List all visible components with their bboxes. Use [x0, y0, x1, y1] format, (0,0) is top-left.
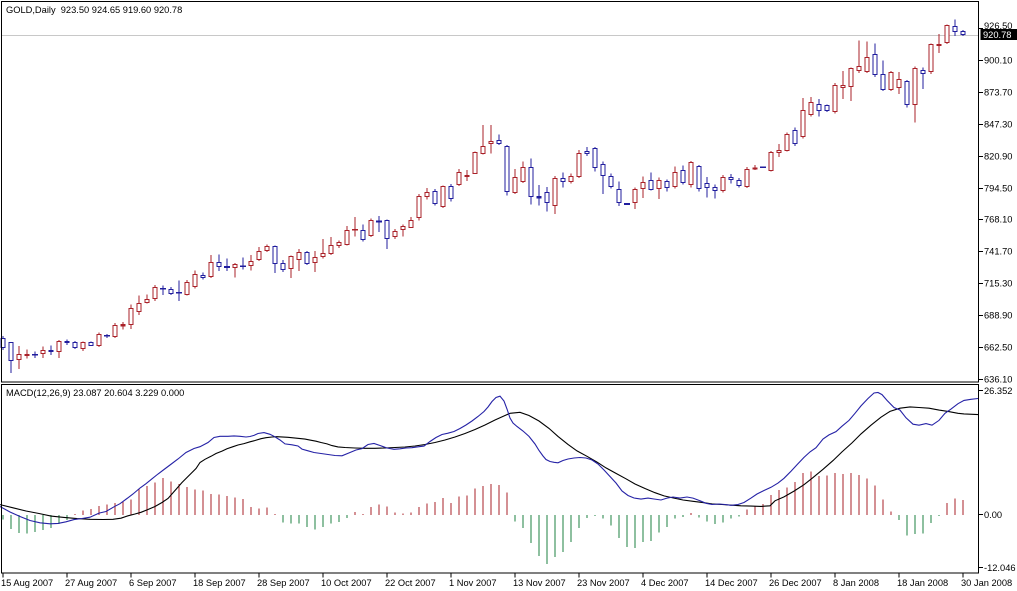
svg-text:22 Oct 2007: 22 Oct 2007 [385, 578, 436, 588]
svg-text:920.78: 920.78 [983, 30, 1011, 40]
svg-text:13 Nov 2007: 13 Nov 2007 [513, 578, 566, 588]
svg-text:847.30: 847.30 [984, 119, 1012, 129]
svg-text:4 Dec 2007: 4 Dec 2007 [641, 578, 689, 588]
svg-text:873.70: 873.70 [984, 87, 1012, 97]
svg-text:10 Oct 2007: 10 Oct 2007 [321, 578, 372, 588]
svg-text:900.10: 900.10 [984, 55, 1012, 65]
svg-text:28 Sep 2007: 28 Sep 2007 [257, 578, 310, 588]
svg-text:18 Jan 2008: 18 Jan 2008 [897, 578, 948, 588]
svg-text:688.90: 688.90 [984, 310, 1012, 320]
svg-text:1 Nov 2007: 1 Nov 2007 [449, 578, 497, 588]
svg-text:0.00: 0.00 [984, 510, 1002, 520]
svg-text:27 Aug 2007: 27 Aug 2007 [65, 578, 117, 588]
svg-text:23 Nov 2007: 23 Nov 2007 [577, 578, 630, 588]
svg-text:662.50: 662.50 [984, 342, 1012, 352]
svg-text:715.30: 715.30 [984, 278, 1012, 288]
svg-text:-12.046: -12.046 [984, 563, 1016, 573]
svg-text:26.352: 26.352 [984, 386, 1012, 396]
svg-text:820.90: 820.90 [984, 151, 1012, 161]
svg-text:6 Sep 2007: 6 Sep 2007 [129, 578, 177, 588]
svg-text:14 Dec 2007: 14 Dec 2007 [705, 578, 758, 588]
svg-text:768.10: 768.10 [984, 214, 1012, 224]
svg-text:MACD(12,26,9) 23.087 20.604 3.: MACD(12,26,9) 23.087 20.604 3.229 0.000 [6, 388, 184, 398]
svg-text:636.10: 636.10 [984, 374, 1012, 384]
svg-text:926.50: 926.50 [984, 21, 1012, 31]
svg-text:30 Jan 2008: 30 Jan 2008 [961, 578, 1012, 588]
svg-text:18 Sep 2007: 18 Sep 2007 [193, 578, 246, 588]
svg-text:26 Dec 2007: 26 Dec 2007 [769, 578, 822, 588]
svg-text:GOLD,Daily 923.50 924.65 919.: GOLD,Daily 923.50 924.65 919.60 920.78 [6, 5, 182, 15]
svg-text:741.70: 741.70 [984, 246, 1012, 256]
svg-text:15 Aug 2007: 15 Aug 2007 [1, 578, 53, 588]
svg-text:8 Jan 2008: 8 Jan 2008 [833, 578, 879, 588]
svg-text:794.50: 794.50 [984, 183, 1012, 193]
